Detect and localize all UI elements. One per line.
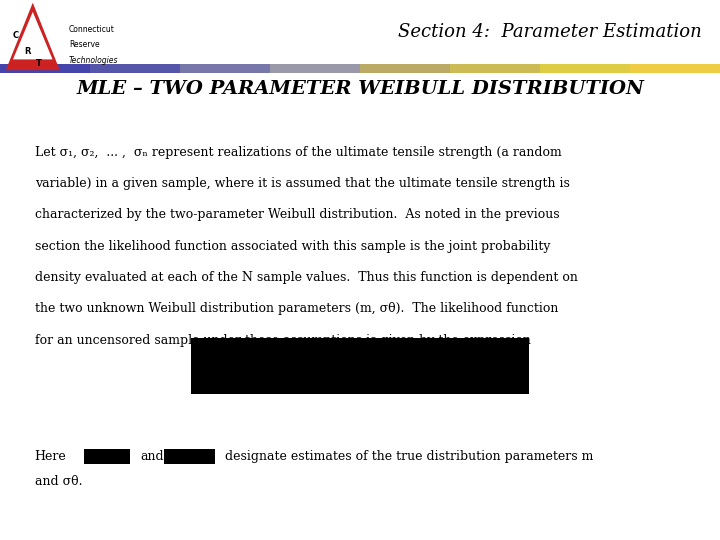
Bar: [450, 64, 540, 73]
Text: MLE – TWO PARAMETER WEIBULL DISTRIBUTION: MLE – TWO PARAMETER WEIBULL DISTRIBUTION: [76, 80, 644, 98]
Text: Connecticut: Connecticut: [69, 25, 115, 34]
Text: Let σ₁, σ₂,  ... ,  σₙ represent realizations of the ultimate tensile strength (: Let σ₁, σ₂, ... , σₙ represent realizati…: [35, 146, 562, 159]
Bar: [164, 449, 215, 464]
Text: Section 4:  Parameter Estimation: Section 4: Parameter Estimation: [398, 23, 702, 41]
Bar: [180, 64, 270, 73]
Text: C: C: [13, 31, 19, 39]
Polygon shape: [13, 12, 53, 59]
Text: T: T: [36, 59, 42, 68]
Bar: [90, 64, 180, 73]
Bar: [0, 64, 90, 73]
Text: the two unknown Weibull distribution parameters (m, σθ).  The likelihood functio: the two unknown Weibull distribution par…: [35, 302, 558, 315]
Text: Here: Here: [35, 450, 66, 463]
Text: designate estimates of the true distribution parameters m: designate estimates of the true distribu…: [225, 450, 593, 463]
Bar: [191, 338, 529, 394]
Text: variable) in a given sample, where it is assumed that the ultimate tensile stren: variable) in a given sample, where it is…: [35, 177, 570, 190]
Text: density evaluated at each of the N sample values.  Thus this function is depende: density evaluated at each of the N sampl…: [35, 271, 577, 284]
Text: R: R: [24, 47, 30, 56]
Text: Technologies: Technologies: [69, 56, 119, 65]
Text: and: and: [140, 450, 164, 463]
Text: section the likelihood function associated with this sample is the joint probabi: section the likelihood function associat…: [35, 240, 550, 253]
Bar: [270, 64, 360, 73]
Bar: [84, 449, 130, 464]
Bar: [360, 64, 450, 73]
Bar: [540, 64, 630, 73]
Bar: [0, 0, 720, 64]
Text: characterized by the two-parameter Weibull distribution.  As noted in the previo: characterized by the two-parameter Weibu…: [35, 208, 559, 221]
Text: Reserve: Reserve: [69, 40, 100, 49]
Text: for an uncensored sample under these assumptions is given by the expression: for an uncensored sample under these ass…: [35, 334, 531, 347]
Polygon shape: [6, 3, 60, 70]
Text: and σθ.: and σθ.: [35, 475, 82, 488]
Bar: [630, 64, 720, 73]
